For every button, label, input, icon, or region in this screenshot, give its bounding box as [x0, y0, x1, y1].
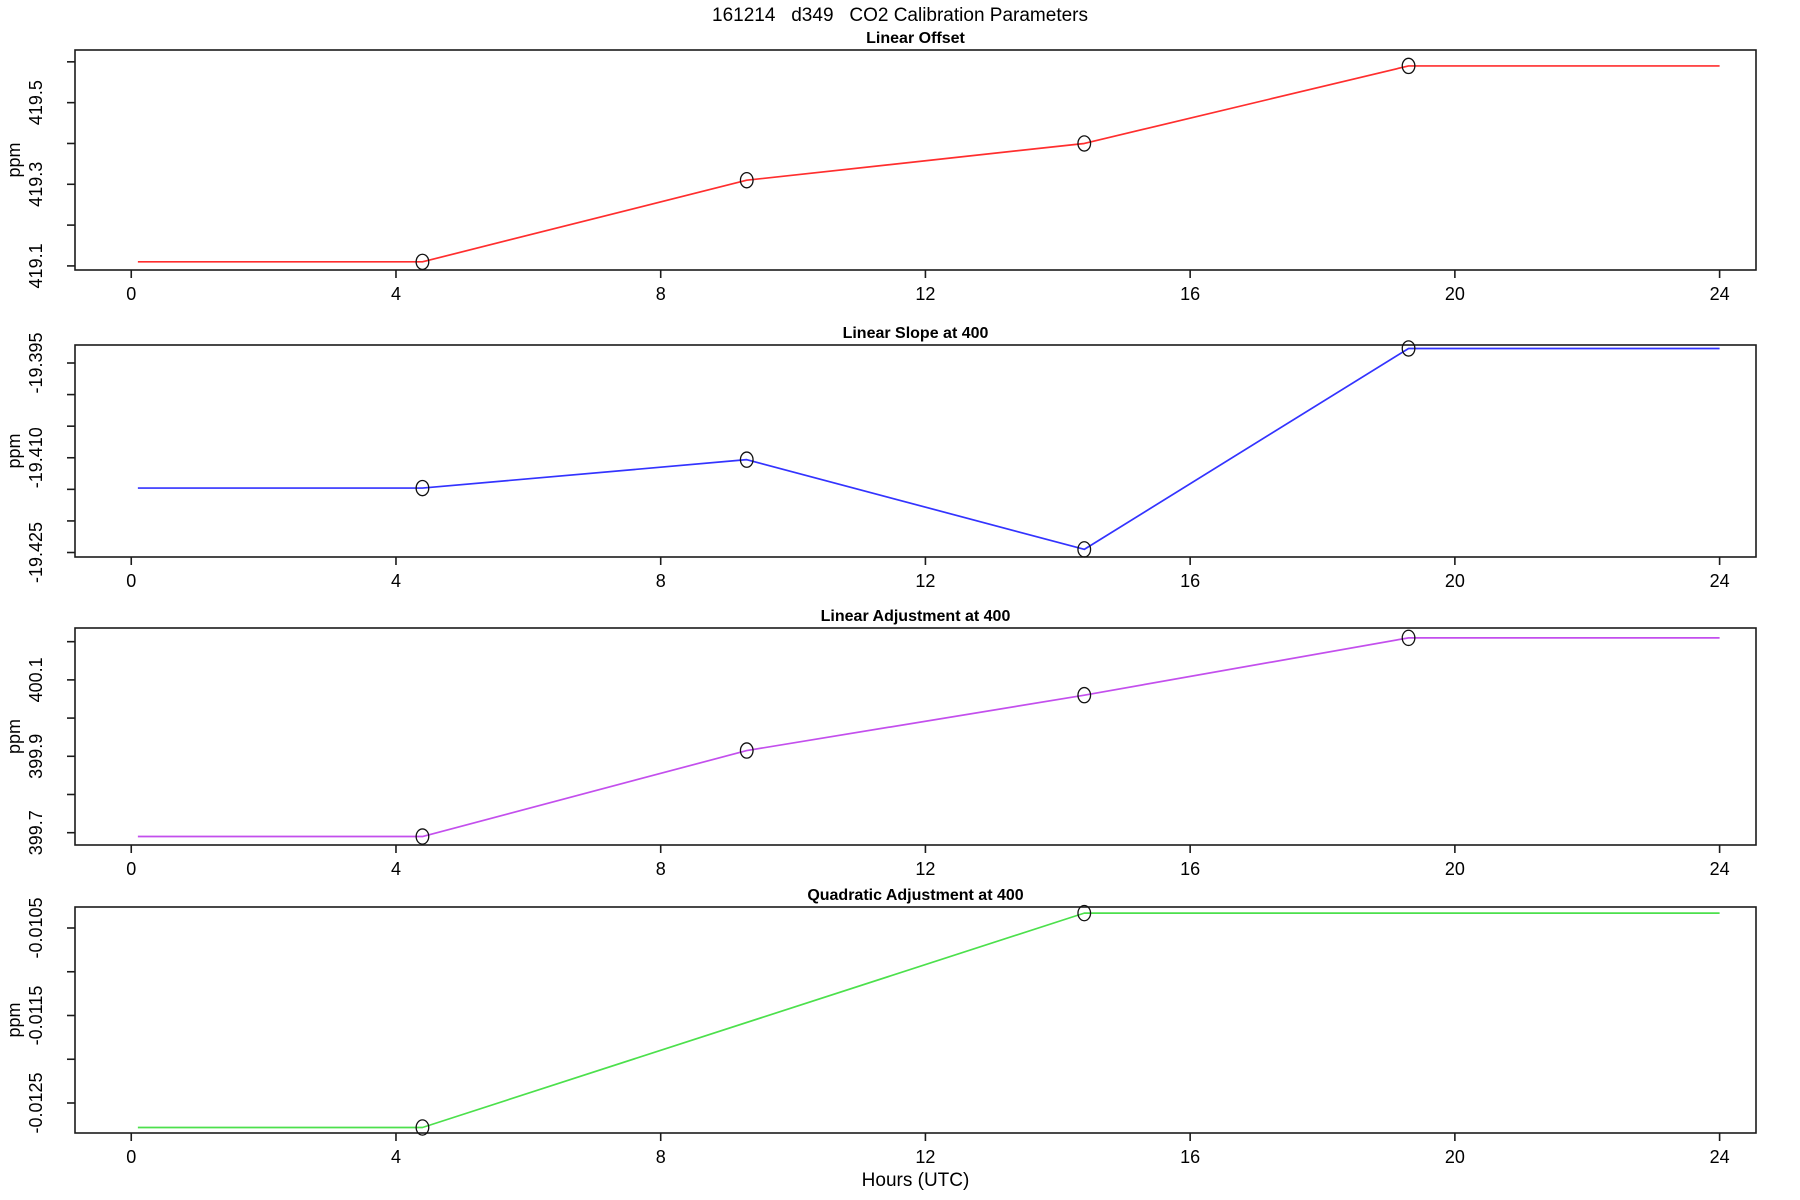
y-tick-label: -0.0105	[26, 897, 46, 958]
x-tick-label: 0	[126, 859, 136, 879]
series-line	[137, 912, 1720, 1129]
panel-title: Linear Slope at 400	[843, 325, 989, 342]
x-tick-label: 24	[1710, 1147, 1730, 1167]
x-tick-label: 20	[1445, 284, 1465, 304]
x-tick-label: 12	[915, 284, 935, 304]
x-axis-title: Hours (UTC)	[861, 1170, 970, 1191]
x-tick-label: 20	[1445, 859, 1465, 879]
data-point-marker	[415, 479, 430, 497]
y-tick-label: 399.7	[26, 810, 46, 855]
x-tick-label: 20	[1445, 571, 1465, 591]
data-point-marker	[415, 1119, 430, 1136]
y-tick-label: 399.9	[26, 734, 46, 779]
x-tick-label: 16	[1180, 859, 1200, 879]
y-tick-label: -19.410	[26, 427, 46, 488]
y-tick-label: 400.1	[26, 657, 46, 702]
panel-box	[74, 906, 1757, 1134]
page-title: 161214 d349 CO2 Calibration Parameters	[712, 5, 1088, 26]
x-tick-label: 12	[915, 1147, 935, 1167]
x-tick-label: 12	[915, 571, 935, 591]
x-tick-label: 20	[1445, 1147, 1465, 1167]
x-tick-label: 24	[1710, 284, 1730, 304]
panel-title: Linear Adjustment at 400	[821, 608, 1011, 625]
panel-title: Quadratic Adjustment at 400	[807, 887, 1023, 904]
y-tick-label: -0.0115	[26, 986, 46, 1046]
y-axis-title: ppm	[4, 433, 24, 468]
x-tick-label: 16	[1180, 1147, 1200, 1167]
data-point-marker	[1401, 340, 1416, 357]
y-tick-label: 419.5	[26, 80, 46, 125]
data-point-marker	[1077, 541, 1092, 558]
data-point-marker	[415, 828, 430, 845]
x-tick-label: 0	[126, 571, 136, 591]
x-tick-label: 0	[126, 1147, 136, 1167]
y-tick-label: 419.1	[26, 243, 46, 288]
series-line	[137, 637, 1720, 838]
x-tick-label: 4	[391, 571, 401, 591]
x-tick-label: 16	[1180, 571, 1200, 591]
y-axis-title: ppm	[4, 142, 24, 177]
y-tick-label: -19.395	[26, 332, 46, 393]
data-point-marker	[1401, 629, 1416, 647]
y-tick-label: 419.3	[26, 162, 46, 207]
y-tick-label: -19.425	[26, 522, 46, 583]
x-tick-label: 24	[1710, 859, 1730, 879]
x-tick-label: 8	[656, 1147, 666, 1167]
x-tick-label: 0	[126, 284, 136, 304]
x-tick-label: 4	[391, 284, 401, 304]
x-tick-label: 4	[391, 1147, 401, 1167]
data-point-marker	[1077, 135, 1092, 152]
x-tick-label: 8	[656, 571, 666, 591]
data-point-marker	[415, 253, 430, 271]
y-axis-title: ppm	[4, 719, 24, 754]
y-axis-title: ppm	[4, 1002, 24, 1037]
x-tick-label: 24	[1710, 571, 1730, 591]
x-tick-label: 8	[656, 284, 666, 304]
x-tick-label: 16	[1180, 284, 1200, 304]
data-point-marker	[1077, 686, 1092, 704]
panel-box	[74, 344, 1757, 558]
data-point-marker	[739, 451, 754, 468]
x-tick-label: 12	[915, 859, 935, 879]
panel-title: Linear Offset	[866, 30, 965, 47]
data-point-marker	[739, 742, 754, 759]
data-point-marker	[1077, 904, 1092, 922]
data-point-marker	[1401, 57, 1416, 75]
x-tick-label: 4	[391, 859, 401, 879]
series-line	[137, 347, 1720, 551]
data-point-marker	[739, 171, 754, 189]
panel-box	[74, 627, 1757, 846]
panel-box	[74, 49, 1757, 271]
y-tick-label: -0.0125	[26, 1072, 46, 1133]
series-line	[137, 65, 1720, 263]
x-tick-label: 8	[656, 859, 666, 879]
